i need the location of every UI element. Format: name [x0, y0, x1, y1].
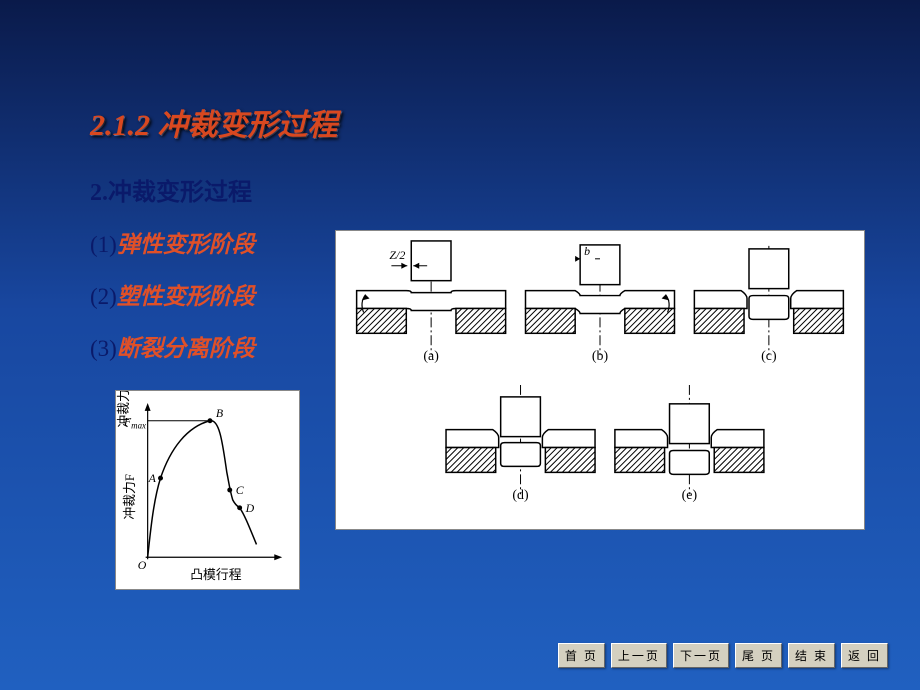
svg-text:(e): (e): [682, 488, 698, 503]
graph-xlabel: 凸模行程: [190, 568, 242, 582]
svg-text:Z/2: Z/2: [389, 248, 405, 262]
graph-ylabel: 冲裁力F: [116, 391, 131, 428]
stage-2-text: 塑性变形阶段: [117, 284, 255, 309]
svg-text:(c): (c): [761, 349, 777, 364]
subtitle: 2.冲裁变形过程: [90, 172, 840, 207]
svg-text:b: b: [584, 244, 590, 258]
svg-text:(d): (d): [512, 488, 529, 503]
back-button[interactable]: 返 回: [841, 643, 888, 668]
stage-1-text: 弹性变形阶段: [117, 232, 255, 257]
svg-text:A: A: [148, 471, 157, 485]
svg-text:B: B: [216, 406, 223, 420]
svg-text:(a): (a): [423, 349, 439, 364]
stage-2-num: (2): [90, 284, 117, 309]
svg-text:D: D: [245, 501, 255, 515]
next-button[interactable]: 下一页: [673, 643, 729, 668]
first-button[interactable]: 首 页: [558, 643, 605, 668]
force-stroke-graph: ABCD Fmax O 冲裁力F 凸模行程 冲裁力F: [115, 390, 300, 590]
navbar: 首 页 上一页 下一页 尾 页 结 束 返 回: [558, 643, 888, 668]
svg-text:C: C: [236, 483, 245, 497]
graph-ylabel-r: 冲裁力F: [122, 474, 137, 520]
end-button[interactable]: 结 束: [788, 643, 835, 668]
stage-3-text: 断裂分离阶段: [117, 336, 255, 361]
stage-3-num: (3): [90, 336, 117, 361]
prev-button[interactable]: 上一页: [611, 643, 667, 668]
origin-label: O: [138, 558, 147, 572]
section-title: 2.1.2 冲裁变形过程: [90, 100, 840, 144]
deformation-diagrams: (a) Z/2 (b) b (c) (d) (e): [335, 230, 865, 530]
svg-text:(b): (b): [592, 349, 609, 364]
last-button[interactable]: 尾 页: [735, 643, 782, 668]
stage-1-num: (1): [90, 232, 117, 257]
